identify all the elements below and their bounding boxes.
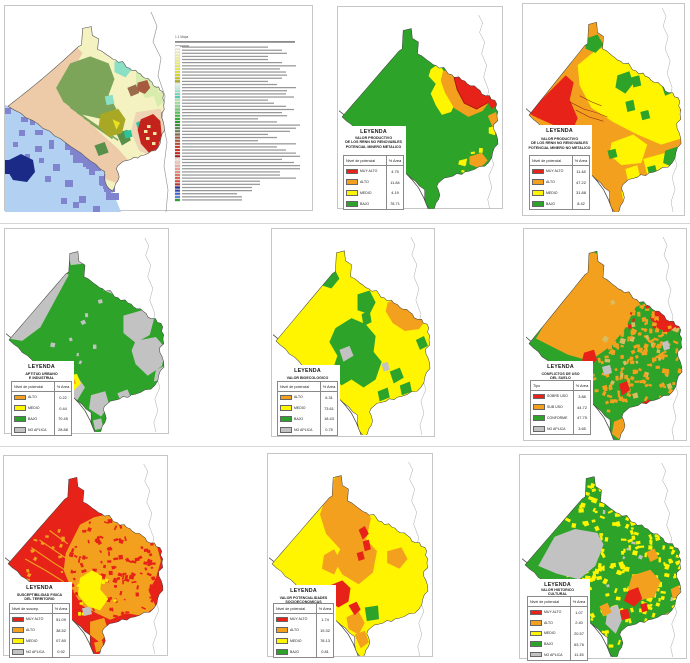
svg-text:1.1 Mapa: 1.1 Mapa <box>175 35 189 39</box>
